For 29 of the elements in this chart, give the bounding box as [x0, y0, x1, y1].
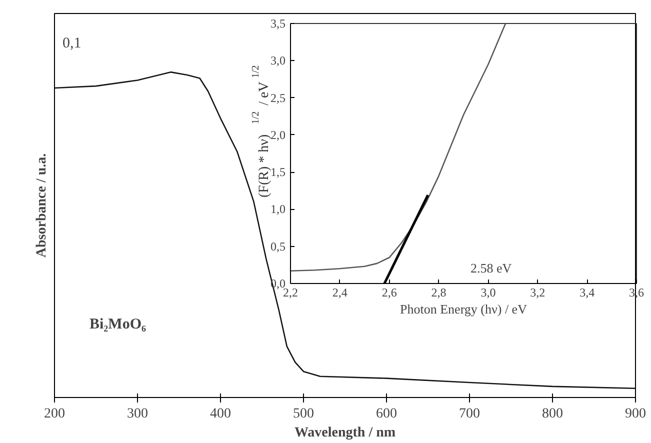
x-tick-label: 2,4	[332, 286, 348, 300]
x-tick-label: 300	[127, 406, 148, 422]
text: 0,1	[62, 36, 82, 52]
x-tick-label: 800	[542, 406, 563, 422]
y-tick-label: 3,0	[270, 54, 286, 68]
x-axis-title: Photon Energy (hν) / eV	[400, 302, 528, 316]
y-tick-label: 3,5	[270, 16, 286, 30]
x-tick-label: 200	[44, 406, 65, 422]
y-tick-label: 1,0	[270, 202, 286, 216]
x-tick-label: 3,4	[580, 286, 595, 300]
x-tick-label: 600	[376, 406, 397, 422]
x-tick-label: 3,0	[480, 286, 496, 300]
y-tick-label: 1,5	[270, 165, 286, 180]
x-tick-label: 500	[293, 406, 314, 422]
x-tick-label: 400	[210, 406, 231, 422]
y-axis-title: Absorbance / u.a.	[34, 153, 50, 258]
x-tick-label: 2,2	[283, 286, 298, 300]
x-axis-title: Wavelength / nm	[294, 426, 396, 440]
y-tick-label: 2,5	[270, 90, 286, 105]
x-tick-label: 3,2	[530, 286, 546, 300]
x-tick-label: 2,6	[382, 286, 397, 300]
x-tick-label: 700	[459, 406, 480, 422]
annotation: Bi₂MoO₆	[90, 316, 146, 332]
x-tick-label: 900	[625, 406, 646, 422]
y-axis-title: (F(R) * hν)1/2 / eV1/2	[250, 65, 272, 198]
y-tick-label: 2,0	[270, 128, 286, 142]
y-tick-label: 0,5	[270, 239, 286, 254]
x-tick-label: 2,8	[431, 286, 446, 300]
annotation: 2.58 eV	[470, 260, 512, 276]
